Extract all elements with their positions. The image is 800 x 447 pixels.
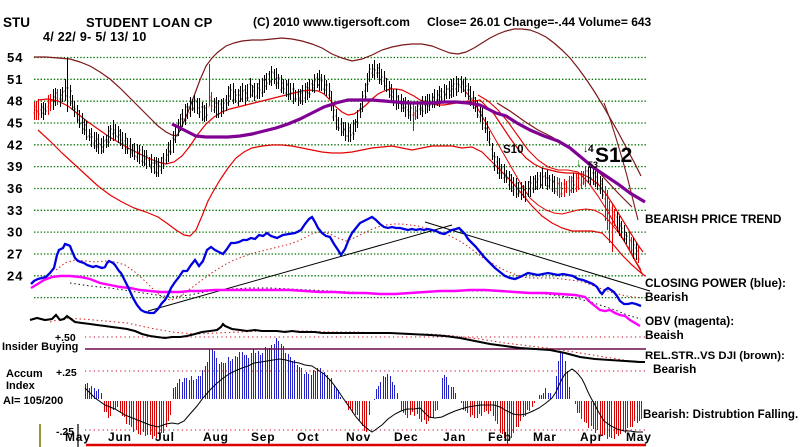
svg-text:S10: S10 [503, 144, 523, 156]
svg-text:Jul: Jul [155, 430, 175, 444]
svg-text:4/ 22/ 9- 5/ 13/ 10: 4/ 22/ 9- 5/ 13/ 10 [43, 30, 147, 44]
svg-text:48: 48 [7, 94, 23, 109]
svg-text:Accum: Accum [6, 368, 43, 380]
svg-text:REL.STR..VS DJI (brown):: REL.STR..VS DJI (brown): [645, 350, 785, 362]
svg-text:33: 33 [7, 203, 23, 218]
svg-text:Oct: Oct [297, 430, 319, 444]
svg-text:+.25: +.25 [56, 367, 77, 379]
svg-text:CLOSING POWER (blue):: CLOSING POWER (blue): [645, 276, 786, 290]
svg-text:↓: ↓ [576, 157, 582, 169]
svg-text:Insider Buying: Insider Buying [2, 341, 78, 353]
svg-text:Jun: Jun [108, 430, 132, 444]
svg-text:Sep: Sep [251, 430, 275, 444]
svg-text:Aug: Aug [203, 430, 229, 444]
svg-text:STU: STU [3, 15, 30, 30]
svg-text:Mar: Mar [533, 430, 557, 444]
svg-text:24: 24 [7, 268, 23, 283]
svg-text:-.25: -.25 [56, 426, 74, 438]
svg-text:STUDENT LOAN CP: STUDENT LOAN CP [86, 15, 213, 30]
svg-text:39: 39 [7, 159, 23, 174]
svg-text:May: May [626, 430, 652, 444]
svg-text:36: 36 [7, 181, 23, 196]
svg-text:Feb: Feb [488, 430, 512, 444]
svg-text:Close= 26.01 Change=-.44 Vol: Close= 26.01 Change=-.44 Volume= 643 [427, 15, 652, 29]
svg-text:May: May [65, 430, 91, 444]
svg-text:51: 51 [7, 72, 23, 87]
svg-text:Jan: Jan [443, 430, 466, 444]
svg-text:BEARISH PRICE TREND: BEARISH PRICE TREND [645, 212, 782, 226]
svg-text:Bearish: Distrubtion Falling.: Bearish: Distrubtion Falling. [643, 408, 798, 421]
svg-text:↓4: ↓4 [583, 144, 594, 155]
svg-text:(C) 2010 www.tigersoft.com: (C) 2010 www.tigersoft.com [253, 15, 410, 29]
svg-text:Apr: Apr [580, 430, 603, 444]
svg-text:45: 45 [7, 115, 23, 130]
svg-text:Beaish: Beaish [645, 328, 684, 342]
svg-text:AI= 105/200: AI= 105/200 [3, 395, 63, 407]
svg-text:Index: Index [6, 380, 36, 392]
svg-text:Bearish: Bearish [645, 290, 688, 304]
svg-text:30: 30 [7, 225, 23, 240]
svg-text:S12: S12 [595, 144, 632, 167]
svg-text:27: 27 [7, 246, 23, 261]
svg-text:Dec: Dec [394, 430, 418, 444]
svg-text:Bearish: Bearish [653, 362, 696, 376]
svg-text:54: 54 [7, 50, 23, 65]
svg-text:42: 42 [7, 137, 23, 152]
svg-text:Nov: Nov [346, 430, 371, 444]
svg-text:53: 53 [588, 160, 598, 170]
svg-text:OBV (magenta):: OBV (magenta): [645, 314, 734, 328]
svg-text:+.50: +.50 [55, 332, 76, 344]
